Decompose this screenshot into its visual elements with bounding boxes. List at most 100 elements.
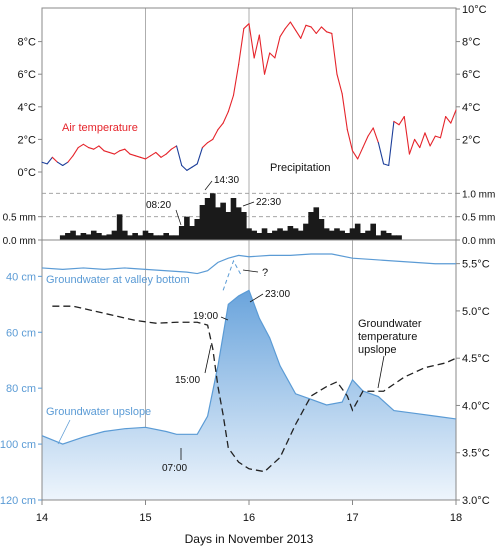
air-temperature-segment-75 (429, 135, 436, 147)
air-left-tick-label-8: 8°C (18, 37, 37, 49)
x-axis-title: Days in November 2013 (185, 532, 314, 546)
x-tick-label-16: 16 (243, 512, 255, 524)
precip-bar-17 (147, 233, 154, 240)
air-temperature-segment-29 (191, 163, 198, 168)
air-temperature-segment-47 (284, 21, 291, 30)
annotation-1500-leader (204, 344, 212, 374)
air-temperature-segment-57 (336, 73, 343, 95)
air-right-tick-label-2: 2°C (462, 134, 481, 146)
temp-tick-label-5.5: 5.5°C (462, 259, 490, 271)
air-temperature-segment-9 (88, 147, 95, 150)
air-temperature-segment-1 (46, 156, 53, 165)
precip-bar-53 (334, 228, 340, 240)
precip-bar-45 (292, 228, 299, 240)
temp-tick-label-5: 5.0°C (462, 306, 490, 318)
groundwater-valley-label: Groundwater at valley bottom (46, 274, 190, 286)
precip-bar-18 (153, 235, 159, 240)
precip-bar-22 (173, 235, 180, 240)
x-tick-label-17: 17 (346, 512, 358, 524)
air-temperature-segment-22 (155, 151, 162, 158)
air-left-tick-label-4: 4°C (18, 102, 37, 114)
air-temperature-segment-19 (139, 156, 147, 160)
annotation-2230: 22:30 (256, 197, 281, 208)
precip-bar-40 (266, 233, 273, 240)
precipitation-gridlines (42, 192, 456, 218)
air-temperature-segment-55 (326, 31, 333, 35)
annotation-1430-leader (204, 180, 213, 191)
air-temperature-segment-48 (289, 21, 297, 31)
x-tick-label-15: 15 (139, 512, 151, 524)
air-temperature-segment-46 (279, 28, 286, 38)
annotation-1430: 14:30 (214, 175, 239, 186)
precip-bar-38 (256, 233, 263, 240)
air-temperature-right-ticks: 2°C 4°C 6°C 8°C 10°C (456, 4, 487, 146)
depth-tick-label-40: 40 cm (6, 271, 36, 283)
air-temperature-line-group (41, 21, 457, 171)
precip-bar-46 (297, 230, 304, 240)
precip-bar-51 (323, 228, 330, 240)
annotation-2300: 23:00 (265, 289, 290, 300)
temp-tick-label-4: 4.0°C (462, 400, 490, 412)
precip-bar-1 (65, 233, 71, 240)
precip-left-tick-label-0.5: 0.5 mm (3, 213, 36, 224)
annotation-question-leader (242, 269, 259, 273)
air-temperature-segment-32 (207, 138, 214, 144)
depth-tick-label-80: 80 cm (6, 383, 36, 395)
temp-tick-label-3.5: 3.5°C (462, 448, 490, 460)
x-tick-label-18: 18 (450, 512, 462, 524)
precip-left-tick-label-0: 0.0 mm (3, 236, 36, 247)
air-temperature-segment-67 (388, 120, 395, 167)
precip-bar-28 (204, 198, 211, 240)
annotation-0700: 07:00 (162, 463, 187, 474)
air-temperature-segment-8 (82, 143, 90, 149)
precip-bar-60 (370, 223, 376, 240)
precip-bar-35 (241, 212, 247, 240)
air-temperature-segment-3 (56, 161, 64, 167)
air-temperature-segment-56 (331, 32, 338, 75)
precip-bar-33 (230, 198, 237, 240)
precip-bar-56 (349, 228, 356, 240)
air-temperature-segment-36 (227, 94, 235, 113)
groundwater-upslope-line (41, 289, 457, 445)
air-temperature-segment-61 (357, 147, 364, 160)
temp-tick-label-3: 3.0°C (462, 495, 490, 507)
depth-tick-label-120: 120 cm (0, 495, 36, 507)
air-temperature-segment-70 (403, 116, 410, 155)
air-temperature-segment-39 (243, 23, 250, 30)
air-temperature-segment-0 (41, 161, 48, 165)
air-temperature-segment-50 (300, 24, 307, 39)
air-temperature-segment-72 (414, 138, 421, 149)
air-temperature-segment-7 (77, 143, 84, 149)
precip-bar-30 (215, 207, 221, 240)
air-temperature-segment-62 (362, 135, 369, 149)
air-temperature-segment-18 (134, 155, 141, 158)
precip-bar-11 (116, 214, 123, 240)
precip-bar-29 (209, 193, 216, 240)
precip-bar-63 (385, 233, 392, 240)
groundwater-temperature-leader (377, 355, 385, 389)
precip-bar-7 (96, 233, 102, 240)
precipitation-bars (59, 193, 402, 240)
precipitation-left-ticks: 0.0 mm 0.5 mm (3, 213, 42, 247)
precip-bar-48 (308, 212, 314, 240)
annotation-1900: 19:00 (193, 311, 218, 322)
precip-bar-16 (142, 230, 149, 240)
air-right-tick-label-4: 4°C (462, 102, 481, 114)
air-temperature-segment-66 (382, 163, 390, 167)
precip-right-tick-label-0: 0.0 mm (462, 236, 495, 247)
precip-bar-43 (282, 230, 289, 240)
annotation-1900-leader (220, 316, 229, 321)
air-temperature-segment-5 (67, 155, 74, 163)
air-temperature-segment-33 (212, 129, 219, 140)
precip-bar-41 (272, 230, 278, 240)
temp-tick-label-4.5: 4.5°C (462, 353, 490, 365)
air-temperature-segment-16 (124, 148, 131, 155)
air-left-tick-label-0: 0°C (18, 167, 37, 179)
precip-bar-49 (313, 207, 320, 240)
x-tick-label-14: 14 (36, 512, 48, 524)
air-temperature-segment-68 (393, 120, 400, 126)
air-right-tick-label-6: 6°C (462, 69, 481, 81)
groundwater-temperature-label-2: temperature (358, 331, 417, 343)
precip-bar-47 (303, 223, 309, 240)
